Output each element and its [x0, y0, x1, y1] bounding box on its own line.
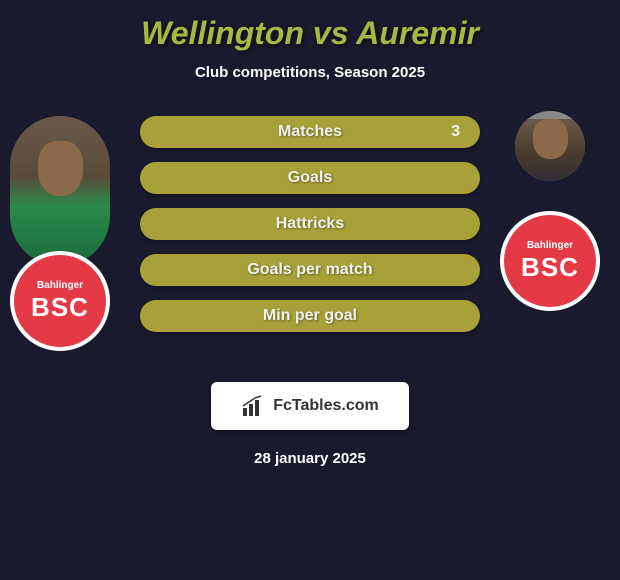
stat-value-right: 3 — [451, 123, 460, 141]
club-name-top: Bahlinger — [37, 280, 83, 292]
club-abbr: BSC — [521, 252, 579, 283]
face-shape — [38, 141, 83, 196]
stat-row-goals: Goals — [140, 162, 480, 194]
page-title: Wellington vs Auremir — [141, 15, 479, 52]
stat-label: Matches — [278, 123, 342, 141]
stat-label: Hattricks — [276, 215, 344, 233]
stat-row-mpg: Min per goal — [140, 300, 480, 332]
subtitle: Club competitions, Season 2025 — [195, 64, 425, 81]
player-left-photo — [10, 116, 110, 266]
player-right-photo — [515, 111, 585, 181]
stat-row-hattricks: Hattricks — [140, 208, 480, 240]
club-name-top: Bahlinger — [527, 240, 573, 252]
stat-label: Goals — [288, 169, 332, 187]
player-left-column: Bahlinger BSC — [10, 116, 110, 351]
footer-badge[interactable]: FcTables.com — [211, 382, 409, 430]
player-face-placeholder — [10, 116, 110, 266]
chart-icon — [241, 394, 265, 418]
stat-row-matches: Matches 3 — [140, 116, 480, 148]
face-shape — [533, 119, 568, 159]
content-area: Bahlinger BSC Matches 3 Goals Hattricks … — [0, 116, 620, 332]
club-logo-right: Bahlinger BSC — [500, 211, 600, 311]
stats-column: Matches 3 Goals Hattricks Goals per matc… — [140, 116, 480, 332]
date-label: 28 january 2025 — [254, 450, 366, 467]
stat-row-gpm: Goals per match — [140, 254, 480, 286]
main-container: Wellington vs Auremir Club competitions,… — [0, 0, 620, 477]
footer-site-name: FcTables.com — [273, 397, 379, 415]
stat-label: Goals per match — [247, 261, 372, 279]
player-face-placeholder — [515, 119, 585, 181]
stat-label: Min per goal — [263, 307, 357, 325]
player-right-column: Bahlinger BSC — [500, 111, 600, 311]
club-abbr: BSC — [31, 292, 89, 323]
club-logo-left: Bahlinger BSC — [10, 251, 110, 351]
